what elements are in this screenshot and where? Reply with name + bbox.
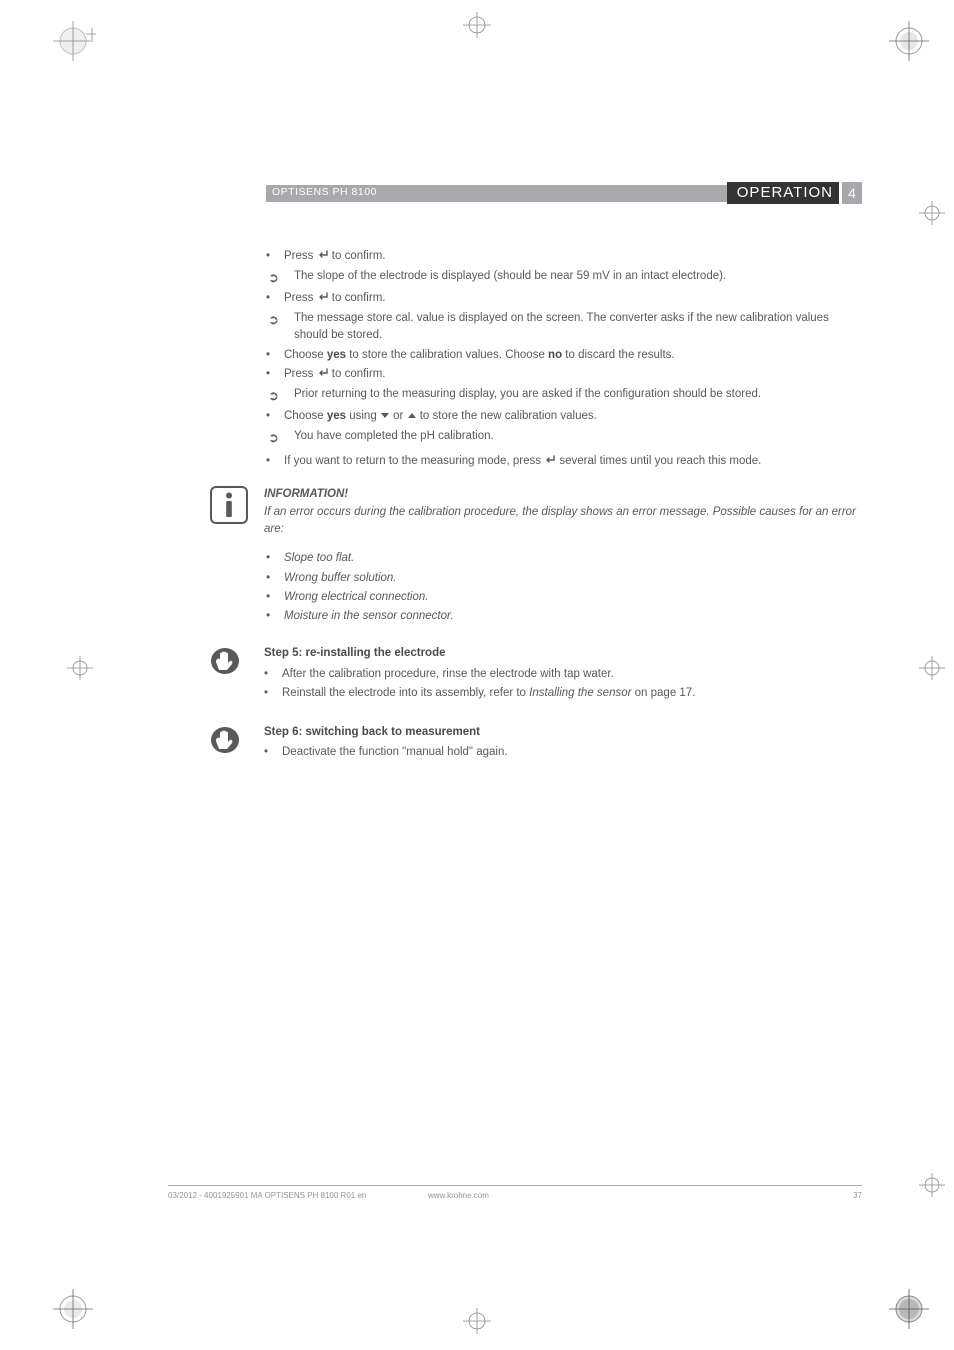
step-5-section: Step 5: re-installing the electrode •Aft… xyxy=(210,645,856,704)
section-title: OPERATION xyxy=(727,182,839,204)
crosshair-left-mid xyxy=(64,655,96,687)
list-item: •Reinstall the electrode into its assemb… xyxy=(264,685,856,702)
crosshair-right-mid xyxy=(916,655,948,687)
registration-mark-tl xyxy=(50,18,96,64)
step-5-body: Step 5: re-installing the electrode •Aft… xyxy=(264,645,856,704)
step-6-body: Step 6: switching back to measurement •D… xyxy=(264,724,856,764)
header-indent xyxy=(168,185,266,202)
down-icon xyxy=(380,409,390,426)
list-item: ➲Prior returning to the measuring displa… xyxy=(266,386,856,406)
step-5-title: Step 5: re-installing the electrode xyxy=(264,645,856,662)
crosshair-bottom xyxy=(457,1306,497,1342)
step-6-section: Step 6: switching back to measurement •D… xyxy=(210,724,856,764)
list-item: •Deactivate the function "manual hold" a… xyxy=(264,744,856,761)
list-item: •Wrong buffer solution. xyxy=(266,570,856,587)
list-item: ➲The message store cal. value is display… xyxy=(266,310,856,345)
chapter-number: 4 xyxy=(842,182,862,204)
enter-icon xyxy=(544,454,556,471)
page-number: 37 xyxy=(822,1190,862,1202)
list-item: ➲You have completed the pH calibration. xyxy=(266,428,856,448)
footer-docref: 03/2012 - 4001925901 MA OPTISENS PH 8100… xyxy=(168,1190,428,1202)
calibration-steps-list: •Press to confirm. ➲The slope of the ele… xyxy=(266,248,856,472)
information-callout: INFORMATION! If an error occurs during t… xyxy=(210,486,856,539)
list-item: • Choose yes using or to store the new c… xyxy=(266,408,856,426)
up-icon xyxy=(407,409,417,426)
crosshair-right-top xyxy=(916,200,948,232)
list-item: •Wrong electrical connection. xyxy=(266,589,856,606)
list-item: •Press to confirm. xyxy=(266,366,856,384)
info-text: INFORMATION! If an error occurs during t… xyxy=(264,486,856,539)
info-heading: INFORMATION! xyxy=(264,486,856,503)
list-item: •Moisture in the sensor connector. xyxy=(266,608,856,625)
crosshair-right-bottom xyxy=(916,1172,948,1204)
step-6-title: Step 6: switching back to measurement xyxy=(264,724,856,741)
error-causes-list: •Slope too flat. •Wrong buffer solution.… xyxy=(266,550,856,625)
info-icon xyxy=(210,486,248,524)
enter-icon xyxy=(317,367,329,384)
list-item: ➲The slope of the electrode is displayed… xyxy=(266,268,856,288)
page-header: OPTISENS PH 8100 OPERATION 4 xyxy=(168,182,862,204)
registration-mark-br xyxy=(886,1286,932,1332)
product-model: OPTISENS PH 8100 xyxy=(266,185,385,202)
hand-icon xyxy=(210,724,248,764)
list-item: •Press to confirm. xyxy=(266,290,856,308)
registration-mark-tr xyxy=(886,18,932,64)
main-content: •Press to confirm. ➲The slope of the ele… xyxy=(266,248,856,764)
registration-mark-bl xyxy=(50,1286,96,1332)
list-item: •Choose yes to store the calibration val… xyxy=(266,347,856,364)
enter-icon xyxy=(317,249,329,266)
header-fill xyxy=(385,185,727,202)
list-item: •If you want to return to the measuring … xyxy=(266,453,856,471)
list-item: •After the calibration procedure, rinse … xyxy=(264,666,856,683)
footer-url: www.krohne.com xyxy=(428,1190,822,1202)
hand-icon xyxy=(210,645,248,704)
list-item: •Press to confirm. xyxy=(266,248,856,266)
crosshair-top xyxy=(457,10,497,46)
enter-icon xyxy=(317,291,329,308)
info-body: If an error occurs during the calibratio… xyxy=(264,504,856,539)
list-item: •Slope too flat. xyxy=(266,550,856,567)
page-footer: 03/2012 - 4001925901 MA OPTISENS PH 8100… xyxy=(168,1185,862,1202)
